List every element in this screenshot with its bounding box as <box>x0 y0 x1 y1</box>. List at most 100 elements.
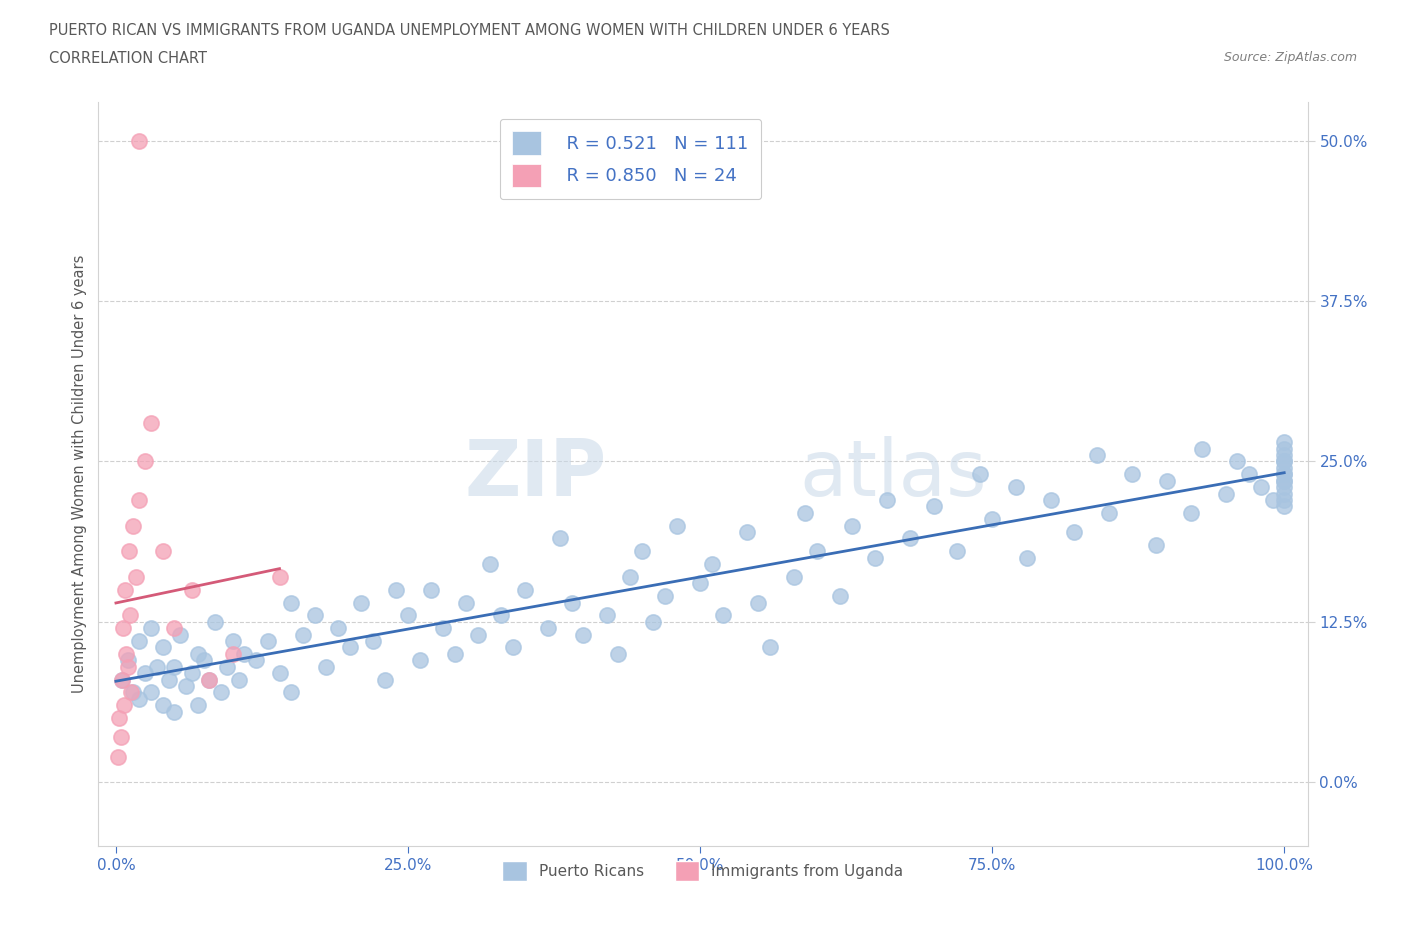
Point <box>163 621 186 636</box>
Legend: Puerto Ricans, Immigrants from Uganda: Puerto Ricans, Immigrants from Uganda <box>496 856 910 887</box>
Point <box>304 608 326 623</box>
Point <box>1085 447 1108 462</box>
Point <box>169 627 191 642</box>
Point <box>969 467 991 482</box>
Point <box>1272 435 1295 450</box>
Point <box>174 679 197 694</box>
Point <box>128 493 150 508</box>
Point <box>630 544 652 559</box>
Point <box>1121 467 1143 482</box>
Point <box>1272 493 1295 508</box>
Point <box>117 659 139 674</box>
Point <box>782 569 804 584</box>
Point <box>193 653 215 668</box>
Point <box>198 672 221 687</box>
Text: PUERTO RICAN VS IMMIGRANTS FROM UGANDA UNEMPLOYMENT AMONG WOMEN WITH CHILDREN UN: PUERTO RICAN VS IMMIGRANTS FROM UGANDA U… <box>49 23 890 38</box>
Point <box>478 557 501 572</box>
Point <box>128 691 150 706</box>
Text: ZIP: ZIP <box>464 436 606 512</box>
Point <box>1272 480 1295 495</box>
Point <box>111 672 134 687</box>
Point <box>1272 441 1295 456</box>
Point <box>1237 467 1260 482</box>
Text: atlas: atlas <box>800 436 987 512</box>
Point <box>1226 454 1249 469</box>
Point <box>146 659 169 674</box>
Point <box>326 621 349 636</box>
Point <box>107 749 129 764</box>
Point <box>1098 505 1121 520</box>
Point <box>654 589 676 604</box>
Point <box>443 646 465 661</box>
Point <box>1272 454 1295 469</box>
Point <box>643 615 665 630</box>
Point <box>152 544 174 559</box>
Point <box>204 615 226 630</box>
Point <box>1017 551 1039 565</box>
Point <box>118 608 141 623</box>
Point <box>396 608 419 623</box>
Point <box>118 544 141 559</box>
Point <box>1215 486 1237 501</box>
Point <box>108 711 131 725</box>
Point <box>139 684 162 699</box>
Point <box>222 646 245 661</box>
Point <box>117 653 139 668</box>
Point <box>361 633 384 648</box>
Point <box>228 672 250 687</box>
Point <box>374 672 396 687</box>
Point <box>537 621 560 636</box>
Point <box>548 531 571 546</box>
Point <box>198 672 221 687</box>
Point <box>245 653 267 668</box>
Point <box>280 684 302 699</box>
Point <box>139 416 162 431</box>
Point <box>572 627 595 642</box>
Point <box>122 518 145 533</box>
Point <box>946 544 969 559</box>
Point <box>350 595 373 610</box>
Point <box>180 666 202 681</box>
Point <box>619 569 641 584</box>
Point <box>315 659 337 674</box>
Y-axis label: Unemployment Among Women with Children Under 6 years: Unemployment Among Women with Children U… <box>72 255 87 694</box>
Point <box>1191 441 1213 456</box>
Point <box>1272 473 1295 488</box>
Point <box>1261 493 1284 508</box>
Text: CORRELATION CHART: CORRELATION CHART <box>49 51 207 66</box>
Point <box>1063 525 1085 539</box>
Point <box>595 608 617 623</box>
Point <box>806 544 828 559</box>
Point <box>1272 467 1295 482</box>
Point <box>269 569 291 584</box>
Point <box>865 551 887 565</box>
Point <box>432 621 454 636</box>
Point <box>163 659 186 674</box>
Point <box>280 595 302 610</box>
Point <box>1272 473 1295 488</box>
Point <box>1156 473 1178 488</box>
Point <box>120 684 142 699</box>
Point <box>735 525 758 539</box>
Point <box>981 512 1004 526</box>
Point <box>700 557 723 572</box>
Text: Source: ZipAtlas.com: Source: ZipAtlas.com <box>1223 51 1357 64</box>
Point <box>665 518 688 533</box>
Point <box>152 698 174 712</box>
Point <box>1272 467 1295 482</box>
Point <box>269 666 291 681</box>
Point <box>152 640 174 655</box>
Point <box>111 621 134 636</box>
Point <box>125 569 148 584</box>
Point <box>180 582 202 597</box>
Point <box>1272 486 1295 501</box>
Point <box>922 498 945 513</box>
Point <box>385 582 408 597</box>
Point <box>291 627 314 642</box>
Point <box>830 589 852 604</box>
Point <box>1272 460 1295 475</box>
Point <box>898 531 921 546</box>
Point <box>163 704 186 719</box>
Point <box>187 646 209 661</box>
Point <box>747 595 769 610</box>
